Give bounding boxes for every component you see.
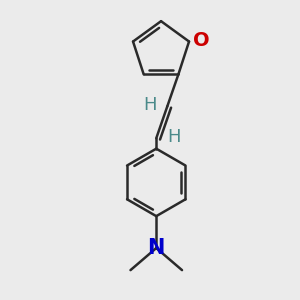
Text: N: N: [148, 238, 165, 258]
Text: O: O: [193, 31, 209, 50]
Text: H: H: [167, 128, 181, 146]
Text: H: H: [143, 96, 156, 114]
